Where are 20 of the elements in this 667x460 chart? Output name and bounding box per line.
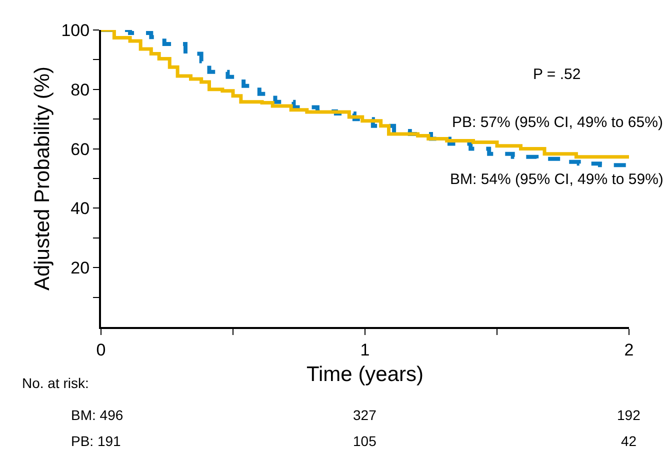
x-tick-label: 1 [360, 340, 370, 360]
text: PB: 191 [71, 433, 122, 449]
annotation: PB: 57% (95% CI, 49% to 65%) [452, 114, 663, 131]
text: BM: 496 [71, 407, 124, 423]
text: 105 [353, 433, 377, 449]
y-tick-label: 60 [70, 140, 90, 159]
text: No. at risk: [22, 375, 89, 391]
y-tick-label: 20 [70, 258, 90, 278]
x-tick-label: 0 [96, 340, 106, 360]
text: 192 [617, 407, 641, 423]
text: 327 [353, 407, 377, 423]
y-tick-label: 40 [70, 199, 90, 218]
x-axis-title: Time (years) [306, 363, 424, 386]
y-axis-title: Adjusted Probability (%) [30, 66, 54, 291]
y-tick-label: 100 [61, 20, 90, 40]
text: 42 [621, 433, 637, 449]
annotation: BM: 54% (95% CI, 49% to 59%) [450, 171, 664, 188]
y-tick-label: 80 [70, 80, 90, 100]
annotation: P = .52 [533, 66, 581, 83]
x-tick-label: 2 [624, 340, 634, 360]
